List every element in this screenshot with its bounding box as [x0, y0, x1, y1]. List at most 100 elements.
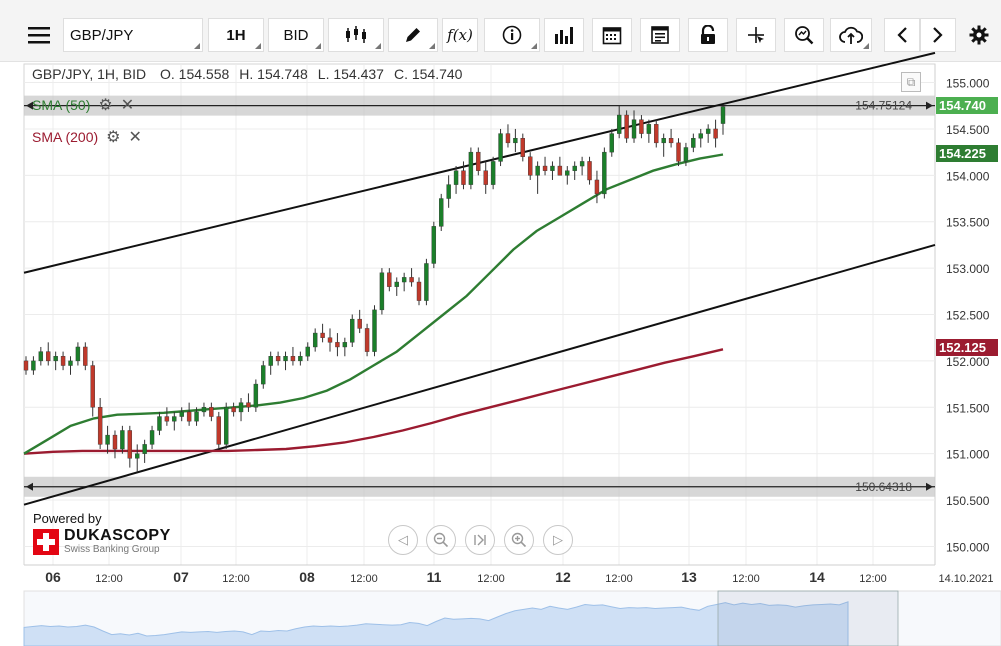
swiss-cross-icon	[33, 529, 59, 555]
symbol-select[interactable]: GBP/JPY	[63, 18, 203, 52]
x-tick-label: 14	[809, 569, 825, 585]
prev-button[interactable]	[884, 18, 920, 52]
zoom-out-button[interactable]	[426, 525, 456, 555]
candle-body	[312, 332, 318, 348]
candle-body	[379, 272, 385, 311]
x-tick-label: 11	[427, 569, 442, 585]
candle-body	[46, 351, 51, 362]
candle-body	[654, 124, 659, 144]
candle-body	[602, 151, 607, 195]
settings-button[interactable]	[962, 18, 996, 52]
y-tick-label: 151.500	[946, 401, 990, 415]
x-tick-label: 12:00	[222, 573, 250, 585]
candle-body	[127, 430, 133, 459]
scroll-left-button[interactable]: ◁	[388, 525, 418, 555]
arrow-right-icon	[926, 101, 933, 110]
y-tick-label: 152.000	[946, 355, 990, 369]
volume-button[interactable]	[544, 18, 584, 52]
lock-button[interactable]	[688, 18, 728, 52]
y-tick-label: 154.000	[946, 169, 990, 183]
candlestick-icon	[346, 26, 366, 43]
y-tick-label: 150.000	[946, 540, 990, 554]
logo-sub: Swiss Banking Group	[64, 544, 160, 555]
high-value: H. 154.748	[239, 66, 308, 82]
sma50-line	[23, 153, 724, 455]
chevron-left-icon	[897, 27, 907, 43]
candle-body	[38, 351, 44, 362]
candle-body	[216, 416, 221, 445]
last-price-tag: 154.740	[936, 97, 998, 114]
candle-body	[424, 263, 429, 301]
level-label: 154.75124	[855, 99, 912, 113]
draw-button[interactable]	[388, 18, 438, 52]
candle-body	[572, 165, 577, 171]
x-tick-label: 13	[681, 569, 697, 585]
zoom-in-icon	[511, 532, 527, 548]
candle-body	[224, 407, 229, 445]
candle-body	[483, 170, 488, 185]
timeframe-select[interactable]: 1H	[208, 18, 264, 52]
y-tick-label: 151.000	[946, 448, 990, 462]
candle-body	[23, 360, 29, 371]
next-button[interactable]	[920, 18, 956, 52]
indicator-sma200[interactable]: SMA (200) ⚙ ✕	[32, 127, 142, 147]
close-icon[interactable]: ✕	[120, 97, 135, 114]
calendar-button[interactable]	[592, 18, 632, 52]
template-button[interactable]	[640, 18, 680, 52]
trend-channel	[23, 51, 936, 506]
candle-body	[112, 434, 118, 450]
candle-body	[431, 226, 437, 264]
candle-body	[231, 407, 236, 413]
menu-button[interactable]	[20, 18, 58, 52]
candle-body	[528, 156, 533, 176]
reset-button[interactable]	[465, 525, 495, 555]
candle-body	[31, 360, 36, 371]
x-tick-label: 06	[45, 569, 61, 585]
zoom-in-button[interactable]	[504, 525, 534, 555]
crosshair-button[interactable]	[736, 18, 776, 52]
candle-body	[461, 170, 466, 185]
powered-by: Powered by	[33, 511, 102, 526]
candle-body	[305, 346, 310, 357]
y-tick-label: 152.500	[946, 309, 990, 323]
side-select[interactable]: BID	[268, 18, 324, 52]
candle-body	[246, 402, 251, 408]
gear-icon[interactable]: ⚙	[106, 129, 121, 146]
gear-icon[interactable]: ⚙	[98, 97, 113, 114]
cloud-upload-icon	[839, 26, 863, 44]
chart-type-button[interactable]	[328, 18, 384, 52]
popout-icon[interactable]: ⧉	[901, 72, 921, 92]
ohlc-legend: GBP/JPY, 1H, BID O. 154.558 H. 154.748 L. …	[32, 66, 472, 82]
bar-chart-icon	[555, 27, 573, 44]
candle-body	[194, 411, 199, 422]
info-icon	[502, 25, 522, 45]
scroll-right-button[interactable]: ▷	[543, 525, 573, 555]
indicator-sma50[interactable]: SMA (50) ⚙ ✕	[32, 95, 134, 115]
candle-body	[505, 133, 511, 144]
candle-body	[120, 430, 125, 450]
calendar-icon	[602, 27, 622, 45]
candle-body	[268, 356, 273, 366]
candle-body	[401, 277, 407, 283]
instrument-label: GBP/JPY, 1H, BID	[32, 66, 147, 82]
x-tick-label: 12:00	[859, 573, 887, 585]
candle-body	[498, 133, 503, 162]
info-button[interactable]	[484, 18, 540, 52]
candle-body	[490, 161, 496, 185]
logo-name: DUKASCOPY	[64, 527, 171, 544]
candle-body	[557, 165, 563, 176]
zoom-button[interactable]	[784, 18, 824, 52]
indicators-button[interactable]: f(x)	[442, 18, 478, 52]
candle-body	[439, 198, 444, 227]
close-icon[interactable]: ✕	[128, 129, 142, 146]
candle-body	[520, 138, 525, 157]
candle-body	[164, 416, 170, 422]
candle-body	[68, 360, 73, 366]
open-value: O. 154.558	[160, 66, 230, 82]
candle-body	[535, 165, 540, 176]
candle-body	[646, 124, 652, 134]
arrow-right-icon	[926, 482, 933, 491]
y-tick-label: 153.000	[946, 262, 990, 276]
cloud-button[interactable]	[830, 18, 872, 52]
